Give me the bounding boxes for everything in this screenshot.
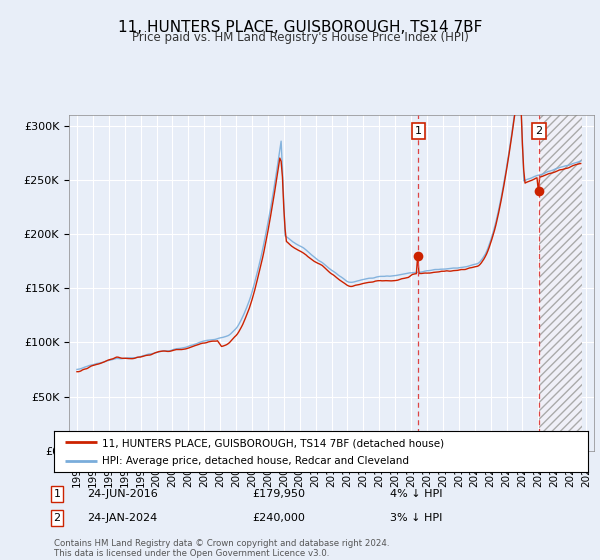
Text: £179,950: £179,950 <box>252 489 305 499</box>
Text: Contains HM Land Registry data © Crown copyright and database right 2024.
This d: Contains HM Land Registry data © Crown c… <box>54 539 389 558</box>
Text: 11, HUNTERS PLACE, GUISBOROUGH, TS14 7BF: 11, HUNTERS PLACE, GUISBOROUGH, TS14 7BF <box>118 20 482 35</box>
Text: 1: 1 <box>415 126 422 136</box>
Text: 1: 1 <box>53 489 61 499</box>
Text: 2: 2 <box>535 126 542 136</box>
Text: 4% ↓ HPI: 4% ↓ HPI <box>390 489 443 499</box>
Text: 24-JUN-2016: 24-JUN-2016 <box>87 489 158 499</box>
Text: 2: 2 <box>53 513 61 523</box>
Text: 3% ↓ HPI: 3% ↓ HPI <box>390 513 442 523</box>
Text: 11, HUNTERS PLACE, GUISBOROUGH, TS14 7BF (detached house): 11, HUNTERS PLACE, GUISBOROUGH, TS14 7BF… <box>102 438 444 449</box>
Bar <box>539 115 583 451</box>
Text: Price paid vs. HM Land Registry's House Price Index (HPI): Price paid vs. HM Land Registry's House … <box>131 31 469 44</box>
Text: £240,000: £240,000 <box>252 513 305 523</box>
Text: HPI: Average price, detached house, Redcar and Cleveland: HPI: Average price, detached house, Redc… <box>102 456 409 466</box>
Text: 24-JAN-2024: 24-JAN-2024 <box>87 513 157 523</box>
